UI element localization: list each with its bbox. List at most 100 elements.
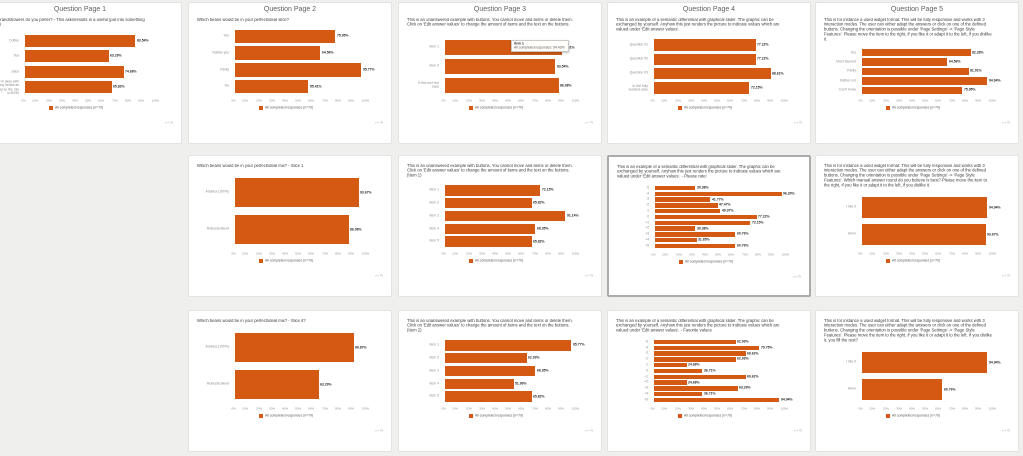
bar[interactable]	[862, 86, 963, 95]
bar[interactable]	[862, 77, 988, 85]
page-card-8[interactable]: This is an example of a semantic differe…	[607, 155, 811, 297]
bar[interactable]	[25, 81, 112, 94]
bar[interactable]	[25, 34, 136, 47]
bar[interactable]	[445, 185, 541, 196]
category-label: 0	[646, 369, 648, 373]
bar[interactable]	[654, 363, 687, 368]
bar[interactable]	[655, 238, 697, 243]
bar[interactable]	[862, 67, 969, 76]
bar[interactable]	[25, 50, 109, 63]
bar[interactable]	[654, 39, 756, 51]
page-title: Question Page 2	[263, 6, 317, 13]
x-axis-tick: 20%	[674, 99, 681, 103]
bar[interactable]	[235, 177, 359, 208]
x-axis-tick: 40%	[282, 252, 288, 256]
bar[interactable]	[655, 203, 718, 208]
bar[interactable]	[654, 345, 760, 350]
x-axis-tick: 40%	[909, 99, 915, 103]
page-card-5[interactable]: Question Page 5 This is for instance a us…	[815, 2, 1019, 144]
bar[interactable]	[654, 82, 750, 94]
value-label: 95.77%	[362, 68, 375, 72]
bar[interactable]	[654, 374, 746, 379]
bar[interactable]	[445, 210, 566, 222]
bar[interactable]	[862, 378, 943, 401]
bar[interactable]	[445, 58, 556, 75]
category-label-cell: Robusta blend	[191, 211, 229, 248]
x-axis-tick: 70%	[531, 407, 538, 411]
bar[interactable]	[445, 77, 559, 94]
bar[interactable]	[862, 48, 971, 57]
bar[interactable]	[445, 391, 532, 402]
value-label: 74.68%	[125, 69, 137, 74]
page-card-2[interactable]: Question Page 2 Which beans would be in y…	[188, 2, 392, 144]
bar[interactable]	[445, 353, 527, 364]
value-label: 95.77%	[572, 343, 585, 348]
bar[interactable]	[654, 368, 703, 374]
category-label-cell: +4	[610, 391, 648, 397]
page-card-7[interactable]: This is an unanswered example with butto…	[398, 155, 602, 297]
bar[interactable]	[655, 209, 721, 214]
bar[interactable]	[235, 214, 349, 245]
bar[interactable]	[654, 392, 703, 397]
value-label-cell: 82.28%	[972, 48, 991, 57]
bar[interactable]	[235, 29, 336, 44]
bar[interactable]	[654, 386, 738, 391]
legend: All completed responses (n=79)	[235, 258, 367, 264]
category-label: Yes	[223, 34, 229, 39]
page-card-10[interactable]: Which beans would be in your perfect/ide…	[188, 310, 392, 452]
bar[interactable]	[235, 46, 321, 60]
bar[interactable]	[655, 197, 711, 202]
bar[interactable]	[235, 369, 319, 400]
bar[interactable]	[235, 332, 354, 363]
bar[interactable]	[445, 198, 532, 209]
x-axis-tick: 60%	[518, 99, 525, 103]
bar[interactable]	[655, 232, 736, 237]
bar[interactable]	[655, 214, 757, 220]
x-axis: 0% 10% 20% 30% 40% 50% 60% 70% 80% 90% 100%	[230, 252, 372, 258]
bar[interactable]	[654, 397, 780, 403]
bar[interactable]	[654, 339, 736, 345]
bar[interactable]	[655, 220, 751, 225]
bar[interactable]	[445, 223, 536, 234]
bar[interactable]	[445, 378, 514, 389]
page-card-6[interactable]: Which beans would be in your perfect/ide…	[188, 155, 392, 297]
bar[interactable]	[445, 365, 536, 377]
value-label: 75.95%	[336, 34, 349, 39]
bar[interactable]	[862, 196, 988, 219]
value-label-cell: 77.22%	[758, 214, 777, 220]
page-card-13[interactable]: This is for instance a used widget forma…	[815, 310, 1019, 452]
chart-footnote-text: n = 79	[374, 274, 383, 278]
page-card-1[interactable]: Question Page 1 What brandshowers do you …	[0, 2, 182, 144]
bar[interactable]	[235, 63, 362, 77]
bar[interactable]	[654, 380, 687, 385]
x-axis-tick: 70%	[948, 252, 955, 256]
bar[interactable]	[862, 351, 988, 374]
page-card-4[interactable]: Question Page 4 This is an example of a s…	[607, 2, 811, 144]
bar[interactable]	[654, 67, 771, 80]
bar[interactable]	[25, 65, 124, 78]
value-label: 69.62%	[747, 351, 759, 356]
bar[interactable]	[445, 236, 532, 247]
category-label-cell: -1	[610, 362, 648, 368]
bar[interactable]	[654, 53, 756, 66]
page-card-9[interactable]: This is for instance a used widget forma…	[815, 155, 1019, 297]
x-axis-tick: 20%	[255, 99, 262, 103]
bar[interactable]	[655, 226, 696, 231]
page-card-3[interactable]: Question Page 3 This is an unanswered exa…	[398, 2, 602, 144]
bar[interactable]	[654, 351, 746, 356]
bar[interactable]	[862, 223, 986, 246]
category-label: -5	[644, 339, 648, 344]
page-card-11[interactable]: This is an unanswered example with butto…	[398, 310, 602, 452]
x-axis-tick: 0%	[231, 407, 236, 411]
bar[interactable]	[654, 357, 736, 362]
page-card-12[interactable]: This is an example of a semantic differe…	[607, 310, 811, 452]
category-label-cell: -4	[610, 345, 648, 351]
category-label: -4	[644, 345, 648, 350]
x-axis-tick: 60%	[308, 252, 315, 256]
bar[interactable]	[235, 79, 309, 94]
bar[interactable]	[862, 58, 948, 66]
bar[interactable]	[655, 185, 696, 191]
bar[interactable]	[655, 191, 782, 196]
bar[interactable]	[655, 243, 736, 249]
bar[interactable]	[445, 340, 572, 351]
